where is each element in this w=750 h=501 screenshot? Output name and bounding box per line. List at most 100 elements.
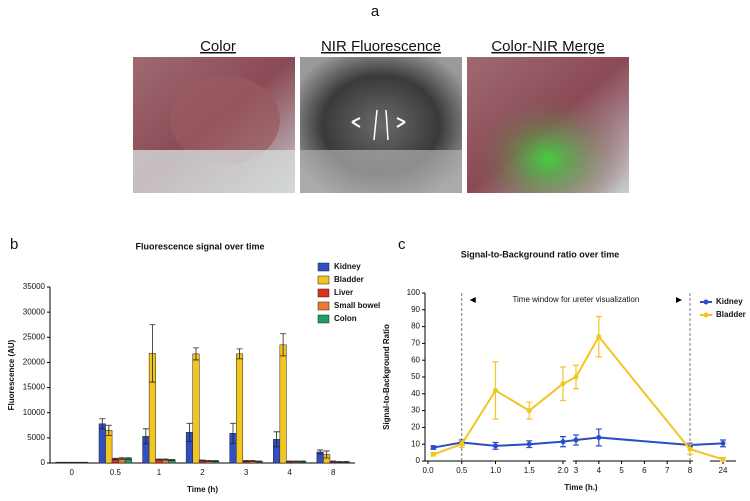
error-bar — [192, 347, 199, 361]
x-tick-label: 4 — [287, 468, 292, 477]
y-tick-label: 80 — [411, 322, 420, 331]
error-bar — [273, 431, 280, 448]
point — [430, 445, 436, 451]
error-bar — [323, 450, 330, 459]
bar — [236, 353, 244, 464]
x-tick-label: 7 — [665, 466, 670, 475]
error-bar — [118, 457, 125, 460]
legend-swatch — [317, 262, 330, 272]
point — [526, 408, 532, 414]
error-bar — [249, 460, 256, 462]
error-bar — [343, 461, 350, 463]
error-bar — [125, 457, 132, 460]
error-bar — [55, 461, 62, 464]
error-bar — [142, 428, 149, 445]
y-tick-label: 100 — [407, 288, 421, 297]
point — [560, 439, 566, 445]
legend-label: Kidney — [716, 297, 743, 306]
legend-swatch — [317, 288, 330, 298]
x-tick-label: 0.5 — [456, 466, 468, 475]
error-bar — [62, 461, 69, 464]
y-tick-label: 30 — [411, 406, 420, 415]
x-tick-label: 24 — [719, 466, 728, 475]
error-bar — [286, 460, 293, 463]
y-tick-label: 10000 — [23, 408, 46, 417]
panel-label: b — [10, 236, 18, 253]
error-bar — [206, 460, 213, 462]
bar — [192, 353, 200, 464]
y-tick-label: 30000 — [23, 307, 46, 316]
point — [720, 456, 726, 462]
point — [493, 443, 498, 449]
y-tick-label: 5000 — [27, 433, 45, 442]
error-bar — [330, 460, 337, 463]
error-bar — [256, 460, 263, 463]
x-tick-label: 0 — [70, 468, 75, 477]
error-bar — [243, 460, 250, 462]
error-bar — [317, 449, 324, 455]
legend-swatch — [317, 314, 330, 324]
error-bar — [186, 422, 193, 442]
y-tick-label: 50 — [411, 372, 420, 381]
legend-label: Colon — [334, 314, 357, 323]
photo-color — [133, 57, 295, 193]
point — [459, 441, 465, 447]
x-tick-label: 0.5 — [110, 468, 122, 477]
error-bar — [299, 460, 306, 463]
error-bar — [212, 460, 219, 462]
y-tick-label: 60 — [411, 355, 420, 364]
x-tick-label: 1.5 — [524, 466, 536, 475]
x-tick-label: 6 — [642, 466, 647, 475]
y-axis-label: Signal-to-Background Ratio — [382, 324, 391, 430]
y-tick-label: 20 — [411, 423, 420, 432]
point — [430, 451, 436, 457]
point — [596, 334, 602, 340]
error-bar — [293, 460, 300, 463]
point — [720, 440, 726, 446]
x-tick-label: 3 — [574, 466, 579, 475]
point — [687, 446, 693, 452]
y-tick-label: 0 — [416, 456, 421, 465]
y-tick-label: 70 — [411, 339, 420, 348]
panel-label: c — [398, 236, 406, 253]
error-bar — [112, 457, 119, 461]
x-tick-label: 8 — [688, 466, 693, 475]
panel-label: a — [371, 3, 380, 20]
error-bar — [155, 458, 162, 461]
legend-swatch — [317, 275, 330, 285]
x-tick-label: 0.0 — [422, 466, 434, 475]
x-tick-label: 1 — [157, 468, 162, 477]
error-bar — [162, 458, 169, 461]
y-tick-label: 40 — [411, 389, 420, 398]
y-tick-label: 10 — [411, 439, 420, 448]
point — [573, 374, 579, 380]
legend-label: Bladder — [334, 275, 364, 284]
error-bar — [68, 461, 75, 464]
legend-marker — [703, 299, 709, 305]
photo-merge — [467, 57, 629, 193]
x-tick-label: 2.0 — [557, 466, 569, 475]
legend-swatch — [317, 301, 330, 311]
image-title: Color-NIR Merge — [491, 38, 604, 55]
legend-label: Small bowel — [334, 301, 380, 310]
legend-label: Bladder — [716, 310, 746, 319]
legend-label: Liver — [334, 288, 353, 297]
point — [560, 381, 566, 387]
error-bar — [149, 324, 156, 383]
photo-nir — [300, 57, 462, 193]
error-bar — [336, 461, 343, 463]
x-tick-label: 1.0 — [490, 466, 502, 475]
y-tick-label: 15000 — [23, 383, 46, 392]
error-bar — [105, 424, 112, 436]
error-bar — [280, 333, 287, 357]
error-bar — [99, 418, 106, 430]
error-bar — [230, 422, 236, 444]
legend-marker — [703, 312, 709, 318]
chart-title: Fluorescence signal over time — [135, 241, 264, 251]
x-tick-label: 2 — [200, 468, 205, 477]
y-tick-label: 20000 — [23, 358, 46, 367]
error-bar — [81, 461, 88, 464]
y-tick-label: 35000 — [23, 282, 46, 291]
point — [493, 387, 498, 393]
